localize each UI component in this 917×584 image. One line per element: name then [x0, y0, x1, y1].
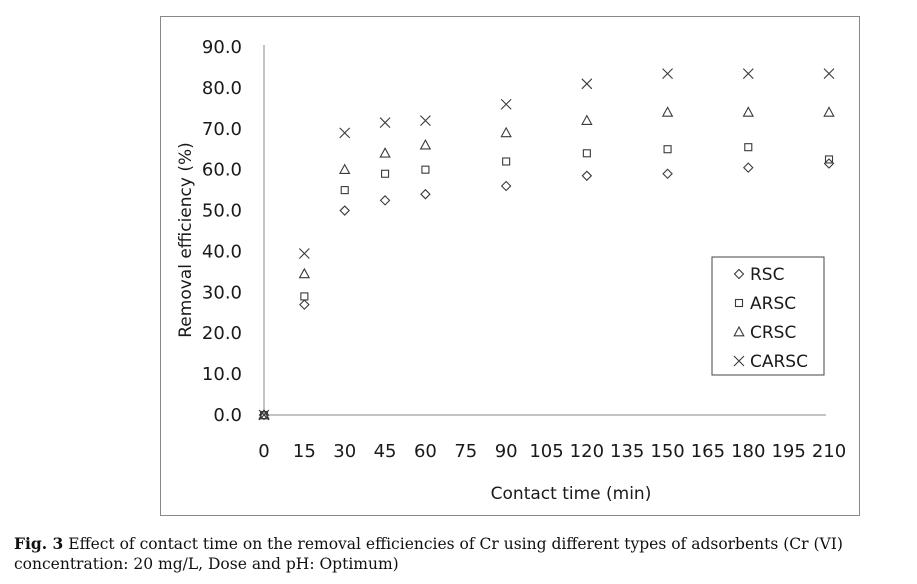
x-tick-label: 75 — [454, 441, 477, 462]
data-point-rsc — [500, 180, 512, 192]
data-point-rsc — [662, 168, 673, 180]
legend-item-carsc: CARSC — [733, 352, 808, 372]
data-point-carsc — [420, 115, 431, 126]
x-tick-label: 30 — [333, 441, 356, 462]
data-point-crsc — [661, 106, 674, 117]
scatter-chart: 0.0 10.0 20.0 30.0 40.0 50.0 60.0 70.0 80.0 90.0 0… — [176, 37, 846, 504]
data-point-carsc — [339, 127, 351, 139]
data-point-crsc — [379, 147, 391, 158]
x-axis-title: Contact time (min) — [491, 484, 652, 504]
legend-marker-crsc — [733, 325, 745, 337]
data-point-crsc — [419, 138, 432, 150]
data-point-carsc — [581, 78, 593, 90]
data-point-rsc — [339, 205, 350, 216]
x-tick-label: 15 — [293, 441, 316, 462]
legend-box — [711, 256, 825, 376]
data-point-rsc — [420, 188, 431, 200]
data-point-carsc — [298, 248, 310, 259]
data-point-arsc — [340, 186, 349, 195]
y-tick-label: 50.0 — [202, 201, 242, 222]
legend-label-arsc: ARSC — [750, 294, 796, 314]
y-tick-label: 70.0 — [202, 119, 242, 140]
data-point-rsc — [743, 162, 754, 173]
y-tick-label: 90.0 — [202, 37, 242, 58]
legend-marker-arsc — [734, 298, 744, 308]
data-point-crsc — [500, 126, 512, 138]
chart-frame: 0.0 10.0 20.0 30.0 40.0 50.0 60.0 70.0 80.0 90.0 0… — [160, 16, 860, 516]
y-tick-label: 30.0 — [202, 282, 242, 303]
legend: RSC ARSC CRSC CARSC — [711, 256, 825, 376]
data-point-arsc — [582, 149, 591, 158]
legend-label-rsc: RSC — [750, 265, 784, 285]
data-point-carsc — [742, 68, 754, 79]
data-point-carsc — [500, 98, 512, 110]
data-point-carsc — [379, 117, 391, 129]
x-tick-label: 0 — [258, 441, 269, 462]
x-tick-label: 120 — [570, 441, 604, 462]
data-point-arsc — [300, 292, 309, 301]
legend-marker-carsc — [733, 355, 745, 367]
data-point-carsc — [258, 409, 270, 421]
y-tick-label: 0.0 — [213, 405, 242, 426]
axes: 0.0 10.0 20.0 30.0 40.0 50.0 60.0 70.0 80.0 90.0 0… — [202, 37, 846, 462]
x-tick-label: 45 — [374, 441, 397, 462]
data-point-arsc — [502, 157, 511, 166]
data-point-carsc — [662, 68, 673, 79]
data-point-arsc — [663, 145, 672, 154]
legend-item-rsc: RSC — [733, 265, 784, 285]
data-points — [258, 68, 835, 421]
data-point-rsc — [379, 195, 391, 206]
data-point-arsc — [381, 169, 390, 178]
legend-marker-rsc — [733, 268, 745, 280]
x-tick-label: 195 — [771, 441, 805, 462]
series-arsc — [259, 143, 834, 420]
x-tick-label: 180 — [731, 441, 765, 462]
data-point-crsc — [258, 408, 270, 420]
x-tick-label: 210 — [812, 441, 846, 462]
legend-label-crsc: CRSC — [750, 323, 796, 343]
data-point-rsc — [299, 299, 310, 310]
data-point-arsc — [421, 165, 430, 174]
x-tick-label: 105 — [529, 441, 563, 462]
series-carsc — [258, 68, 835, 421]
y-axis-title: Removal efficiency (%) — [176, 142, 196, 338]
y-tick-label: 60.0 — [202, 160, 242, 181]
y-tick-label: 40.0 — [202, 241, 242, 262]
legend-item-crsc: CRSC — [733, 323, 796, 343]
series-crsc — [258, 106, 835, 420]
y-tick-label: 20.0 — [202, 323, 242, 344]
x-tick-label: 165 — [691, 441, 725, 462]
data-point-arsc — [744, 143, 753, 152]
data-point-crsc — [581, 114, 593, 125]
data-point-arsc — [824, 155, 834, 164]
data-point-carsc — [823, 68, 835, 79]
figure-label: Fig. 3 — [14, 534, 64, 553]
data-point-crsc — [298, 267, 311, 279]
x-tick-label: 150 — [650, 441, 684, 462]
figure-caption-text: Effect of contact time on the removal ef… — [14, 535, 843, 573]
data-point-crsc — [742, 106, 755, 117]
data-point-crsc — [338, 163, 351, 175]
legend-label-carsc: CARSC — [750, 352, 808, 372]
data-point-crsc — [823, 106, 835, 117]
y-tick-label: 80.0 — [202, 78, 242, 99]
data-point-rsc — [581, 170, 593, 182]
legend-item-arsc: ARSC — [734, 294, 796, 314]
y-tick-label: 10.0 — [202, 364, 242, 385]
x-tick-label: 135 — [610, 441, 644, 462]
x-tick-label: 90 — [495, 441, 518, 462]
x-tick-label: 60 — [414, 441, 437, 462]
figure-caption: Fig. 3 Effect of contact time on the rem… — [14, 534, 909, 574]
